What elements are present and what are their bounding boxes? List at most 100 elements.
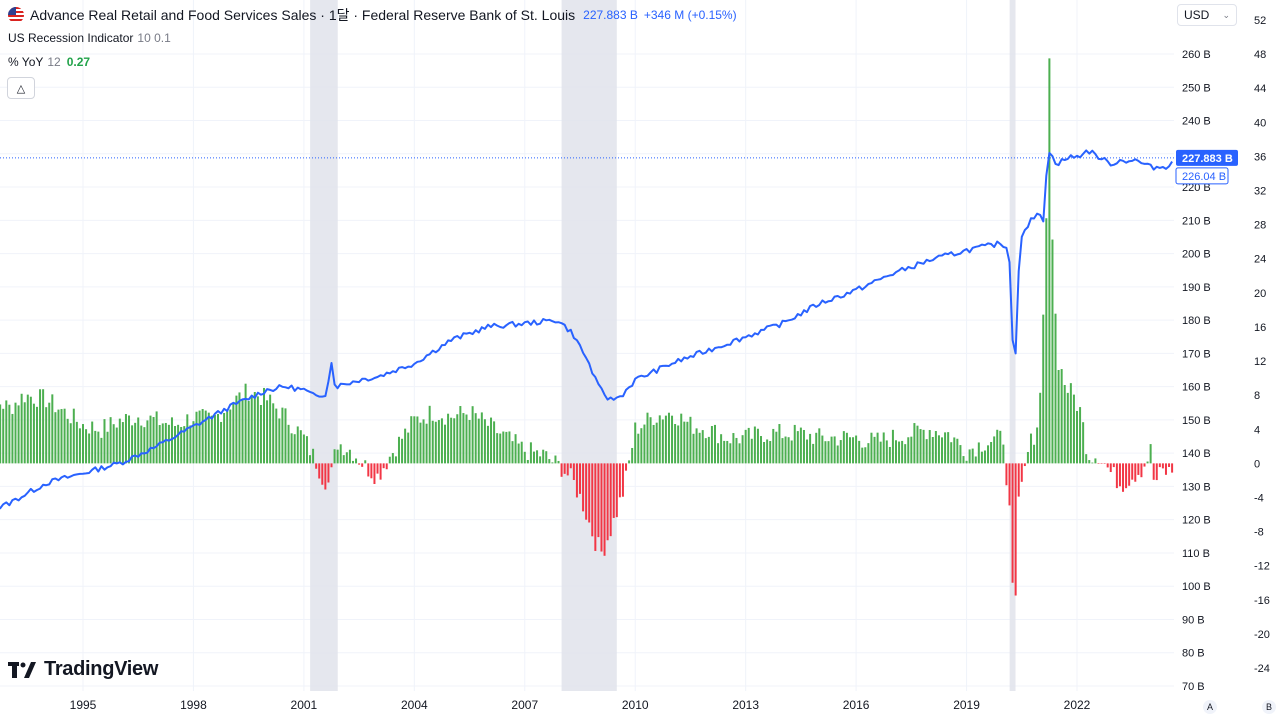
log-scale-button[interactable]: B xyxy=(1262,700,1276,714)
tradingview-logo-icon xyxy=(8,661,36,678)
yoy-bar xyxy=(582,463,585,512)
yoy-bar xyxy=(1008,463,1011,506)
yoy-bar xyxy=(882,432,885,464)
yoy-bar xyxy=(594,463,597,551)
yoy-bar xyxy=(158,425,161,464)
us-flag-icon xyxy=(8,7,24,23)
yoy-bar xyxy=(839,440,842,464)
prev-price-tag-text: 226.04 B xyxy=(1182,171,1226,183)
yoy-bar xyxy=(652,424,655,464)
yoy-bar xyxy=(327,463,330,483)
yoy-bar xyxy=(1171,463,1174,473)
yoy-bar xyxy=(987,445,990,464)
yoy-bar xyxy=(646,412,649,464)
yoy-bar xyxy=(879,441,882,464)
right-price-scale[interactable]: -24-20-16-12-8-4048121620242832364044485… xyxy=(1254,15,1270,675)
yoy-bar xyxy=(1014,463,1017,596)
yoy-bar xyxy=(560,463,563,477)
yoy-bar xyxy=(974,456,977,464)
yoy-bar xyxy=(836,445,839,464)
yoy-bar xyxy=(953,437,956,464)
yoy-bar xyxy=(0,404,2,464)
yoy-bar xyxy=(391,453,394,464)
yoy-bar xyxy=(692,433,695,464)
yoy-bar xyxy=(1164,463,1167,475)
yoy-bar xyxy=(177,424,180,464)
indicator-name: US Recession Indicator xyxy=(8,31,134,45)
yoy-bar xyxy=(1143,463,1146,467)
yoy-bar xyxy=(1033,444,1036,464)
yoy-bar xyxy=(1017,463,1020,497)
yoy-bar xyxy=(1036,427,1039,464)
yoy-bar xyxy=(628,460,631,464)
yoy-bar xyxy=(631,447,634,464)
auto-scale-button[interactable]: A xyxy=(1203,700,1217,714)
yoy-bar xyxy=(977,442,980,464)
yoy-bar xyxy=(1103,463,1106,464)
yoy-bar xyxy=(891,429,894,464)
indicator-params: 10 0.1 xyxy=(137,31,171,45)
yoy-bar xyxy=(213,415,216,464)
yoy-bar xyxy=(85,429,88,464)
right-tick-label: 40 xyxy=(1254,117,1266,129)
yoy-bar xyxy=(425,423,428,464)
yoy-bar xyxy=(97,431,100,464)
yoy-bar xyxy=(723,440,726,464)
yoy-bar xyxy=(413,416,416,464)
yoy-bar xyxy=(925,439,928,464)
yoy-bar xyxy=(784,436,787,464)
right-tick-label: 20 xyxy=(1254,288,1266,300)
yoy-bar xyxy=(477,418,480,464)
yoy-bar xyxy=(707,436,710,464)
yoy-bar xyxy=(649,417,652,464)
yoy-bar xyxy=(94,430,97,464)
yoy-bar xyxy=(815,432,818,464)
yoy-bar xyxy=(401,438,404,464)
yoy-bar xyxy=(726,440,729,464)
time-scale[interactable]: 1995 1998 2001 2004 2007 2010 2013 2016 2019 2022 xyxy=(70,698,1091,712)
yoy-bar xyxy=(1042,314,1045,464)
yoy-bar xyxy=(115,427,118,464)
currency-select[interactable]: USD ⌄ xyxy=(1177,4,1237,26)
yoy-bar xyxy=(855,435,858,464)
main-series-legend[interactable]: Advance Real Retail and Food Services Sa… xyxy=(8,5,737,25)
tradingview-logo[interactable]: TradingView xyxy=(8,658,158,681)
yoy-bar xyxy=(422,419,425,464)
yoy-indicator-legend[interactable]: % YoY 12 0.27 xyxy=(8,55,90,69)
yoy-bar xyxy=(106,431,109,464)
yoy-bar xyxy=(1048,58,1051,464)
yoy-bar xyxy=(701,430,704,464)
yoy-bar xyxy=(710,426,713,464)
yoy-bar xyxy=(637,433,640,464)
yoy-bar xyxy=(290,433,293,464)
yoy-bar xyxy=(867,443,870,464)
yoy-bar xyxy=(569,463,572,469)
yoy-bar xyxy=(802,429,805,464)
yoy-bar xyxy=(8,404,11,464)
left-price-scale[interactable]: 70 B 80 B 90 B 100 B 110 B 120 B 130 B 140 B 150… xyxy=(1182,49,1211,693)
yoy-bar xyxy=(302,434,305,464)
yoy-bar xyxy=(1066,392,1069,464)
yoy-bar xyxy=(32,403,35,464)
yoy-bar xyxy=(471,406,474,464)
recession-indicator-legend[interactable]: US Recession Indicator 10 0.1 xyxy=(8,31,171,45)
right-tick-label: -4 xyxy=(1254,492,1264,504)
yoy-bar xyxy=(824,441,827,464)
collapse-legend-button[interactable]: △ xyxy=(7,77,35,99)
right-tick-label: -16 xyxy=(1254,595,1270,607)
yoy-bar xyxy=(852,437,855,464)
yoy-bar xyxy=(229,409,232,464)
yoy-bar xyxy=(1094,458,1097,464)
recession-band xyxy=(561,0,617,691)
yoy-bar xyxy=(247,400,250,464)
yoy-bar xyxy=(250,395,253,464)
yoy-bar xyxy=(253,391,256,464)
yoy-bar xyxy=(447,413,450,464)
yoy-bar xyxy=(318,463,321,479)
yoy-bar xyxy=(437,420,440,464)
yoy-bar xyxy=(134,422,137,464)
yoy-bar xyxy=(505,431,508,464)
yoy-bar xyxy=(778,424,781,464)
yoy-bar xyxy=(453,418,456,464)
